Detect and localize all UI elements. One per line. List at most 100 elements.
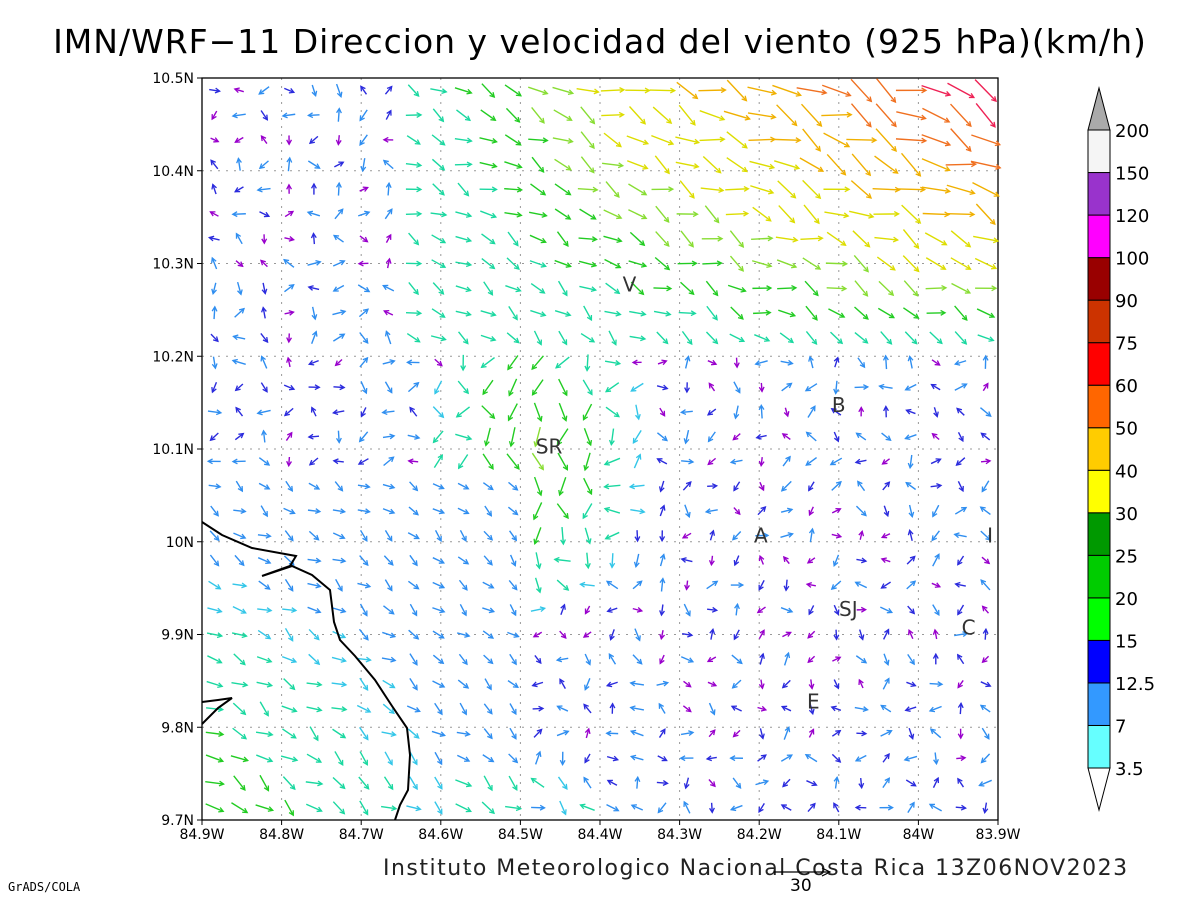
wind-vector [306, 210, 321, 217]
colorbar-box [1087, 257, 1111, 301]
wind-vector [708, 729, 716, 738]
wind-vector [902, 229, 920, 250]
wind-vector [335, 430, 342, 444]
wind-vector [805, 457, 818, 466]
wind-vector [434, 380, 443, 395]
wind-vector [206, 458, 221, 465]
wind-vector [805, 431, 817, 442]
wind-vector [505, 805, 523, 812]
wind-vector [658, 728, 666, 738]
wind-vector [980, 579, 991, 591]
wind-vector [359, 186, 369, 192]
wind-vector [258, 580, 271, 590]
wind-vector [284, 87, 296, 94]
wind-vector [284, 799, 294, 817]
wind-vector [480, 210, 498, 219]
wind-vector [333, 384, 346, 391]
wind-vector [359, 235, 369, 243]
wind-vector [772, 137, 802, 144]
wind-vector [531, 107, 545, 124]
wind-vector [480, 356, 495, 369]
wind-vector [359, 555, 369, 567]
wind-vector [706, 305, 718, 321]
wind-vector [457, 182, 470, 197]
wind-vector [955, 457, 966, 466]
wind-vector [534, 750, 542, 765]
wind-vector [507, 680, 520, 689]
wind-vector [709, 628, 716, 640]
wind-vector [382, 631, 397, 639]
wind-vector [483, 703, 493, 715]
colorbar-box [1087, 129, 1111, 174]
wind-vector [628, 106, 647, 125]
colorbar-label: 120 [1115, 206, 1149, 227]
wind-vector [876, 78, 897, 104]
wind-vector [283, 678, 296, 691]
wind-vector [656, 458, 668, 465]
lon-tick-label: 84.3W [657, 827, 702, 843]
wind-vector [778, 205, 796, 224]
wind-vector [508, 580, 518, 591]
wind-vector [584, 727, 591, 739]
wind-vector [409, 406, 418, 417]
wind-vector [657, 359, 668, 366]
wind-vector [455, 779, 473, 788]
wind-vector [232, 727, 248, 740]
wind-vector [796, 87, 828, 96]
wind-vector [880, 581, 891, 589]
wind-vector [432, 680, 446, 688]
wind-vector [954, 506, 968, 515]
wind-vector [929, 331, 943, 345]
wind-vector [699, 136, 726, 143]
lat-tick-label: 9.7N [161, 813, 194, 829]
wind-vector [434, 529, 442, 543]
wind-vector [754, 360, 768, 366]
wind-vector [455, 406, 471, 418]
wind-vector [576, 88, 600, 95]
wind-vector [855, 655, 868, 664]
wind-vector [780, 480, 792, 492]
wind-vector [654, 256, 671, 271]
wind-vector [702, 260, 723, 267]
wind-vector [609, 553, 616, 569]
wind-vector [901, 204, 922, 224]
wind-vector [831, 480, 842, 491]
wind-vector [554, 183, 572, 196]
wind-vector [484, 505, 493, 517]
wind-vector [970, 160, 1002, 170]
wind-vector [409, 653, 418, 666]
wind-vector [833, 775, 840, 789]
wind-vector [922, 211, 951, 218]
wind-vector [756, 606, 766, 614]
wind-vector [881, 458, 891, 465]
wind-vector [360, 158, 367, 173]
wind-vector [833, 679, 840, 690]
wind-vector [752, 285, 773, 292]
wind-vector [556, 231, 569, 247]
wind-vector [631, 359, 642, 366]
wind-vector [482, 754, 495, 763]
wind-vector [311, 330, 318, 344]
wind-vector [733, 481, 741, 492]
wind-vector [483, 728, 493, 740]
wind-vector [480, 334, 497, 342]
colorbar-label: 200 [1115, 121, 1149, 142]
wind-vector [256, 409, 271, 416]
wind-vector [780, 754, 793, 762]
wind-vector [432, 406, 445, 419]
wind-vector [559, 630, 567, 639]
wind-vector [659, 553, 666, 567]
wind-vector [359, 529, 368, 542]
wind-vector [733, 405, 740, 420]
wind-vector [833, 629, 840, 641]
wind-vector [759, 652, 765, 665]
wind-vector [407, 434, 421, 440]
wind-vector [874, 236, 900, 243]
wind-vector [284, 627, 294, 642]
wind-vector [284, 309, 295, 316]
wind-vector [360, 85, 368, 95]
wind-vector [409, 554, 418, 567]
wind-vector [731, 654, 743, 665]
city-label: SJ [839, 597, 858, 621]
wind-vector [921, 186, 952, 194]
